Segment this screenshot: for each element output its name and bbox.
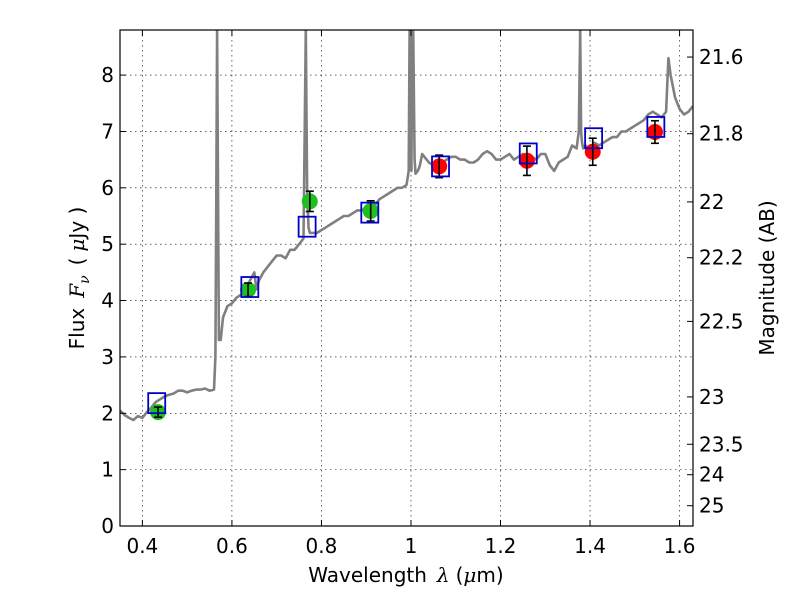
y-tick-label: 0: [101, 514, 114, 538]
y2-tick-label: 22.2: [699, 246, 744, 270]
model-synthetic-point: [431, 155, 450, 178]
x-tick-label: 1.4: [574, 534, 606, 558]
model-synthetic-point: [646, 116, 666, 138]
plot-background: [120, 30, 693, 526]
y2-tick-label: 22: [699, 190, 724, 214]
y-tick-label: 3: [101, 345, 114, 369]
x-tick-label: 1.6: [664, 534, 696, 558]
x-tick-label: 1.2: [485, 534, 517, 558]
y2-tick-label: 22.5: [699, 309, 744, 333]
y-tick-label: 4: [101, 289, 114, 313]
x-tick-label: 0.8: [306, 534, 338, 558]
data-points: [147, 116, 666, 421]
y-tick-label: 8: [101, 63, 114, 87]
y2-axis-label: Magnitude (AB): [755, 200, 779, 355]
x-axis-label: Wavelength λ (μm): [308, 563, 503, 587]
y2-tick-label: 23: [699, 385, 724, 409]
plot-frame: [119, 29, 694, 527]
y-tick-label: 7: [101, 119, 114, 143]
model-synthetic-point: [518, 142, 538, 165]
y2-tick-label: 23.5: [699, 432, 744, 456]
x-tick-label: 1: [405, 534, 418, 558]
model-synthetic-point: [147, 392, 167, 415]
axes: 0.4 0.6 0.8 1 1.2 1.4 1.601234567821.621.82222…: [101, 29, 744, 558]
plot-area: [120, 30, 693, 526]
y2-tick-label: 21.8: [699, 122, 744, 146]
x-tick-label: 0.6: [216, 534, 248, 558]
model-synthetic-point: [240, 276, 260, 298]
y-tick-label: 2: [101, 401, 114, 425]
y-tick-label: 5: [101, 232, 114, 256]
y-tick-label: 1: [101, 458, 114, 482]
y-tick-label: 6: [101, 176, 114, 200]
y2-tick-label: 24: [699, 463, 724, 487]
y2-tick-label: 25: [699, 494, 724, 518]
model-synthetic-point: [584, 127, 604, 150]
y2-tick-label: 21.6: [699, 45, 744, 69]
y-axis-label: FluxFν(μJy ): [65, 207, 93, 350]
model-synthetic-point: [360, 201, 380, 224]
x-tick-label: 0.4: [126, 534, 158, 558]
model-synthetic-point: [297, 215, 317, 238]
